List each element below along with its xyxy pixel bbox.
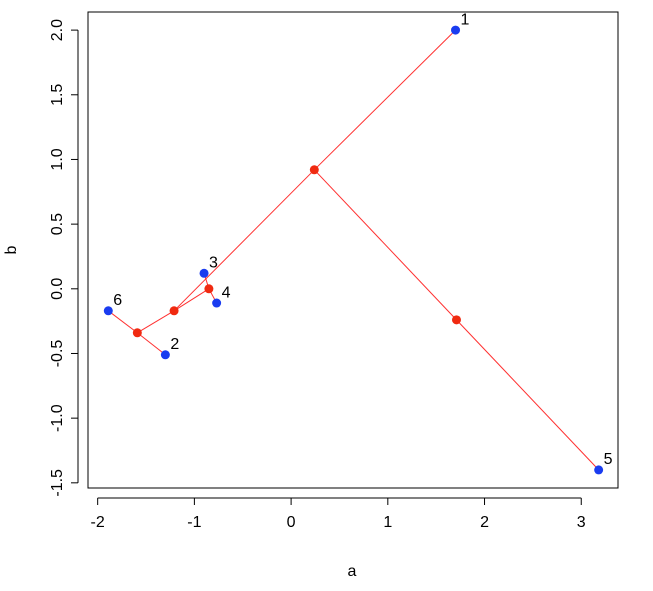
edge — [137, 310, 175, 334]
x-tick-label: 0 — [287, 514, 296, 531]
edge — [173, 169, 315, 312]
y-tick-label: 0.0 — [49, 278, 66, 300]
point — [103, 306, 113, 316]
edge — [173, 288, 210, 312]
x-tick-label: -1 — [187, 514, 201, 531]
point — [160, 350, 170, 360]
y-tick-label: 2.0 — [49, 19, 66, 41]
y-tick-label: -0.5 — [49, 340, 66, 368]
y-tick-label: -1.0 — [49, 404, 66, 432]
x-tick-label: 2 — [480, 514, 489, 531]
point — [132, 328, 142, 338]
point-label: 6 — [113, 292, 122, 309]
y-tick-label: 1.5 — [49, 84, 66, 106]
edge — [313, 169, 457, 321]
edge — [137, 332, 166, 356]
point-label: 4 — [222, 284, 231, 301]
edge — [313, 29, 456, 171]
edge — [108, 310, 138, 334]
point — [199, 268, 209, 278]
x-tick-label: 3 — [577, 514, 586, 531]
point-label: 2 — [170, 336, 179, 353]
point — [451, 25, 461, 35]
point — [212, 298, 222, 308]
point-label: 3 — [209, 255, 218, 272]
point-label: 1 — [461, 11, 470, 28]
plot-box — [87, 11, 619, 489]
point — [169, 306, 179, 316]
point — [451, 315, 461, 325]
x-tick-label: -2 — [91, 514, 105, 531]
x-tick-label: 1 — [383, 514, 392, 531]
point-label: 5 — [604, 451, 613, 468]
point — [594, 465, 604, 475]
edge — [456, 319, 600, 471]
y-tick-label: -1.5 — [49, 469, 66, 497]
point — [309, 165, 319, 175]
x-axis-label: a — [348, 563, 357, 580]
point — [204, 284, 214, 294]
y-tick-label: 1.0 — [49, 148, 66, 170]
y-axis-label: b — [3, 245, 20, 254]
y-tick-label: 0.5 — [49, 213, 66, 235]
